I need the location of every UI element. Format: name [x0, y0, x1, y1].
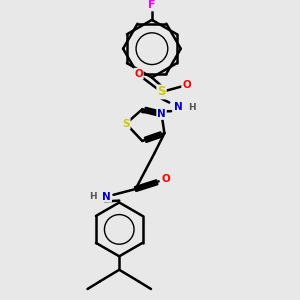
Text: O: O — [161, 174, 170, 184]
Text: H: H — [188, 103, 196, 112]
Text: O: O — [182, 80, 191, 90]
Text: S: S — [157, 85, 166, 98]
Text: H: H — [89, 192, 97, 201]
Text: O: O — [134, 69, 143, 79]
Text: N: N — [157, 109, 166, 119]
Text: N: N — [102, 192, 111, 202]
Text: F: F — [148, 0, 156, 11]
Text: S: S — [122, 119, 130, 129]
Text: N: N — [173, 102, 182, 112]
